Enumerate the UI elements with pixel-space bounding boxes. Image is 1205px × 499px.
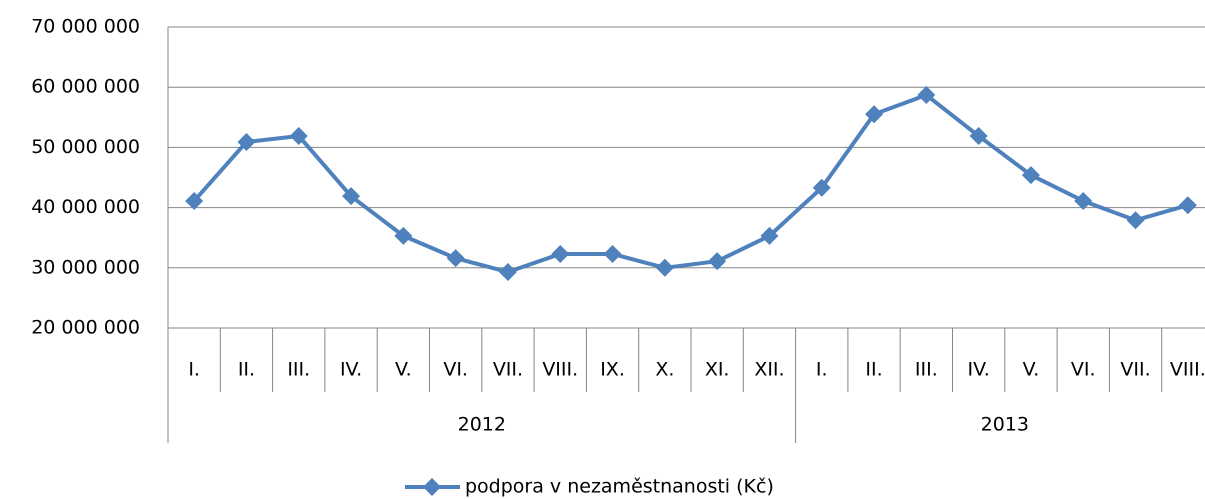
data-point xyxy=(917,86,936,105)
data-point xyxy=(498,263,517,282)
data-point xyxy=(865,105,884,124)
data-point xyxy=(1178,196,1197,215)
data-point xyxy=(237,132,256,151)
data-point xyxy=(185,191,204,210)
data-point xyxy=(655,258,674,277)
x-tick-label: VI. xyxy=(1071,359,1096,381)
data-point xyxy=(1021,166,1040,185)
data-point xyxy=(551,244,570,263)
data-point xyxy=(342,187,361,206)
x-tick-label: V. xyxy=(1023,359,1040,381)
data-point xyxy=(708,252,727,271)
series-line xyxy=(192,93,1189,275)
data-point xyxy=(603,244,622,263)
x-group-label: 2012 xyxy=(458,414,506,436)
x-tick-label: III. xyxy=(287,359,310,381)
x-tick-label: X. xyxy=(655,359,674,381)
data-point xyxy=(1074,191,1093,210)
x-tick-label: IV. xyxy=(968,359,990,381)
legend-marker xyxy=(423,478,441,496)
y-tick-label: 20 000 000 xyxy=(31,317,140,339)
x-tick-label: IV. xyxy=(340,359,362,381)
x-tick-label: V. xyxy=(395,359,412,381)
legend-label: podpora v nezaměstnanosti (Kč) xyxy=(465,476,774,498)
x-tick-label: IX. xyxy=(600,359,625,381)
x-tick-label: II. xyxy=(238,359,255,381)
x-tick-label: III. xyxy=(915,359,938,381)
data-point xyxy=(1126,211,1145,230)
x-group-label: 2013 xyxy=(981,414,1029,436)
x-tick-label: XI. xyxy=(705,359,730,381)
y-tick-label: 70 000 000 xyxy=(31,16,140,38)
data-point xyxy=(969,126,988,145)
data-point xyxy=(812,178,831,197)
x-tick-label: II. xyxy=(865,359,882,381)
x-tick-label: I. xyxy=(188,359,200,381)
data-point xyxy=(394,226,413,245)
x-tick-label: VIII. xyxy=(542,359,578,381)
y-tick-label: 30 000 000 xyxy=(31,256,140,278)
x-tick-label: VII. xyxy=(493,359,523,381)
x-tick-label: I. xyxy=(816,359,828,381)
y-tick-label: 40 000 000 xyxy=(31,196,140,218)
data-point xyxy=(446,249,465,268)
y-tick-label: 50 000 000 xyxy=(31,136,140,158)
data-point xyxy=(289,126,308,145)
x-tick-label: VIII. xyxy=(1170,359,1205,381)
y-tick-label: 60 000 000 xyxy=(31,76,140,98)
data-point xyxy=(760,226,779,245)
x-tick-label: XII. xyxy=(754,359,784,381)
x-tick-label: VI. xyxy=(443,359,468,381)
x-tick-label: VII. xyxy=(1120,359,1150,381)
